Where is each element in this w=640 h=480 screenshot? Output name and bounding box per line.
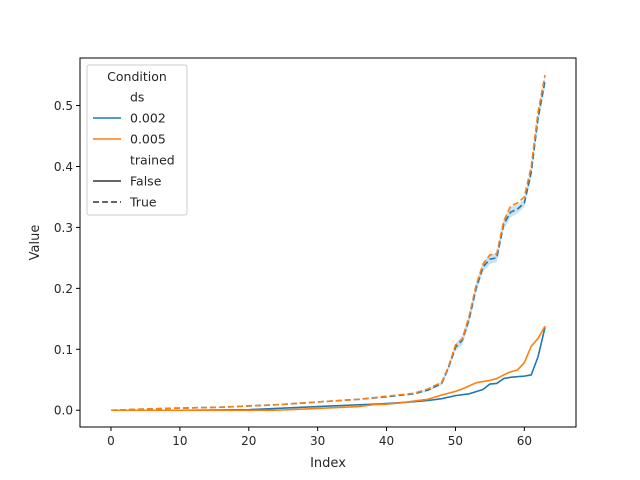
legend-title: Condition	[107, 69, 167, 84]
plot-frame	[79, 57, 577, 428]
legend-entry-label: False	[130, 174, 162, 189]
y-tick-label: 0.3	[54, 221, 73, 235]
y-tick-label: 0.4	[54, 160, 73, 174]
legend-frame	[86, 64, 188, 216]
legend: Condition ds 0.002 0.005 trained False True	[86, 64, 188, 216]
legend-entries: ds 0.002 0.005 trained False True	[93, 90, 175, 210]
x-tick-label: 10	[172, 434, 187, 448]
y-axis-label: Value	[28, 225, 43, 261]
y-tick-label: 0.2	[54, 282, 73, 296]
legend-entry-label: 0.005	[130, 132, 166, 147]
x-tick-label: 30	[310, 434, 325, 448]
legend-header: trained	[130, 153, 175, 168]
y-tick-label: 0.1	[54, 343, 73, 357]
x-axis-label: Index	[310, 456, 346, 471]
x-axis-ticks: 0 10 20 30 40 50 60	[107, 427, 532, 448]
legend-entry-label: 0.002	[130, 111, 166, 126]
y-tick-label: 0.0	[54, 404, 73, 418]
series-line-1	[110, 74, 546, 412]
series-line-3	[111, 325, 546, 412]
series-line-2	[111, 327, 546, 412]
legend-entry-label: True	[129, 195, 157, 210]
x-tick-label: 60	[517, 434, 532, 448]
legend-header: ds	[130, 90, 144, 105]
x-tick-label: 20	[241, 434, 256, 448]
y-axis-ticks: 0.0 0.1 0.2 0.3 0.4 0.5	[54, 99, 80, 418]
series-lines	[110, 74, 546, 412]
x-tick-label: 0	[107, 434, 115, 448]
x-tick-label: 40	[379, 434, 394, 448]
x-tick-label: 50	[448, 434, 463, 448]
y-tick-label: 0.5	[54, 99, 73, 113]
